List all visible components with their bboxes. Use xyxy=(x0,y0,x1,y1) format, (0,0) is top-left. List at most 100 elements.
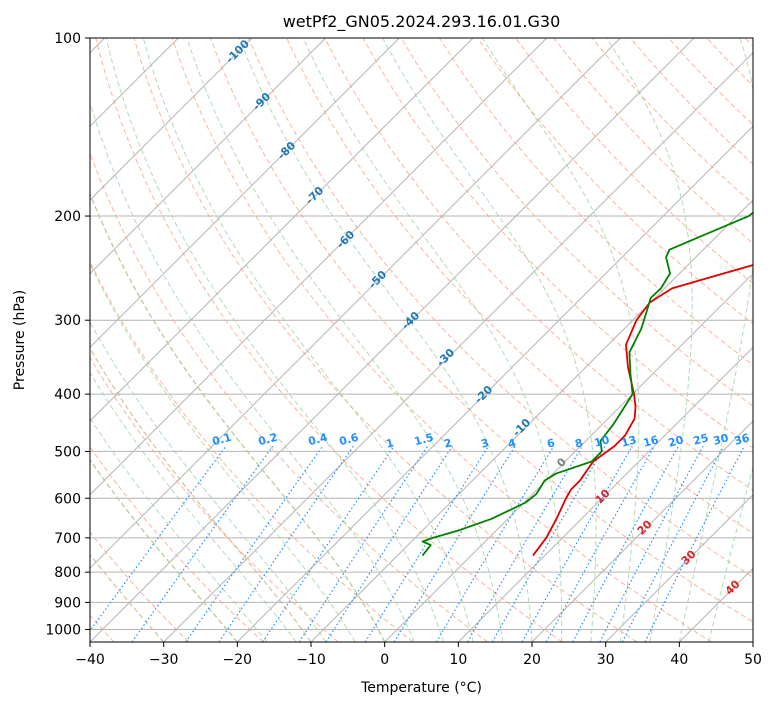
dry-adiabat-line xyxy=(133,38,638,642)
moist-adiabat-label: 0 xyxy=(554,455,569,470)
isotherm-line xyxy=(384,272,753,642)
dry-adiabat-line xyxy=(477,38,753,325)
mixing-ratio-label: 0.4 xyxy=(307,431,330,449)
isotherm-line xyxy=(90,38,474,422)
moist-adiabat-line xyxy=(142,38,474,642)
dewpoint-profile xyxy=(421,211,753,557)
dry-adiabat-line xyxy=(90,260,414,642)
mixing-ratio-line xyxy=(218,445,354,642)
x-axis-label: Temperature (°C) xyxy=(360,680,482,696)
dry-adiabat-line xyxy=(90,151,488,642)
moist-adiabat-line xyxy=(238,38,533,642)
moist-adiabat-line xyxy=(606,38,693,642)
moist-adiabat-label: 30 xyxy=(679,547,699,567)
dry-adiabat-label: -30 xyxy=(434,346,457,369)
mixing-ratio-line xyxy=(298,445,429,642)
mixing-ratio-line xyxy=(262,445,395,642)
mixing-ratio-line xyxy=(435,445,555,642)
isotherm-line xyxy=(90,38,253,201)
x-tick-label: 0 xyxy=(380,652,389,668)
x-tick-label: −20 xyxy=(223,652,253,668)
isotherm-line xyxy=(678,567,753,642)
isotherm-line xyxy=(236,125,753,642)
temperature-profile xyxy=(532,264,753,557)
moist-adiabat-line xyxy=(90,321,327,642)
isotherm-line xyxy=(90,38,327,275)
isotherm-line xyxy=(90,38,400,349)
x-tick-label: 40 xyxy=(670,652,688,668)
mixing-ratio-label: 25 xyxy=(692,431,710,448)
chart-title: wetPf2_GN05.2024.293.16.01.G30 xyxy=(283,12,561,32)
theta-e-line xyxy=(90,346,312,642)
dry-adiabat-line xyxy=(209,38,753,623)
moist-adiabat-line xyxy=(105,38,445,642)
dry-adiabat-line xyxy=(248,38,753,578)
x-tick-label: 50 xyxy=(744,652,762,668)
mixing-ratio-line xyxy=(364,445,489,642)
mixing-ratio-label: 30 xyxy=(712,431,730,448)
mixing-ratio-line xyxy=(325,445,453,642)
mixing-ratio-line xyxy=(572,445,679,642)
dry-adiabat-line xyxy=(438,38,753,366)
mixing-ratio-line xyxy=(131,445,274,642)
mixing-ratio-label: 0.6 xyxy=(338,431,361,449)
isotherm-line xyxy=(163,51,753,642)
moist-adiabat-label: 20 xyxy=(635,517,655,537)
y-tick-label: 700 xyxy=(54,531,81,547)
mixing-ratio-label: 6 xyxy=(545,436,556,451)
isotherm-line xyxy=(531,420,753,642)
dry-adiabat-line xyxy=(95,38,563,642)
dry-adiabat-line xyxy=(744,38,753,47)
mixing-ratio-label: 8 xyxy=(573,436,584,451)
isotherm-line xyxy=(90,38,548,496)
dry-adiabat-line xyxy=(706,38,753,87)
mixing-ratio-label: 36 xyxy=(733,431,751,448)
mixing-ratio-label: 1 xyxy=(384,436,395,451)
x-tick-label: −30 xyxy=(149,652,179,668)
isotherm-line xyxy=(457,346,753,642)
dry-adiabat-line xyxy=(171,38,712,642)
dry-adiabat-line xyxy=(591,38,753,205)
y-tick-label: 900 xyxy=(54,595,81,611)
x-tick-label: 20 xyxy=(523,652,541,668)
dry-adiabat-line xyxy=(90,445,264,642)
dry-adiabat-line xyxy=(90,531,190,642)
plot-frame xyxy=(89,37,754,643)
isotherm-line xyxy=(605,493,753,642)
mixing-ratio-line xyxy=(521,445,633,642)
mixing-ratio-label: 10 xyxy=(593,433,611,450)
y-tick-label: 1000 xyxy=(45,622,81,638)
moist-adiabat-line xyxy=(678,38,753,642)
moist-adiabat-line xyxy=(481,38,640,642)
mixing-ratio-line xyxy=(621,445,725,642)
mixing-ratio-line xyxy=(393,445,516,642)
dry-adiabat-line xyxy=(324,38,753,491)
isotherm-line xyxy=(90,38,695,642)
moist-adiabat-line xyxy=(382,38,597,642)
mixing-ratio-line xyxy=(545,445,655,642)
x-axis: −40 −30 −20 −10 0 10 20 30 40 50 xyxy=(75,642,762,668)
moist-adiabat-line xyxy=(186,38,504,642)
moist-adiabat-label: 40 xyxy=(723,577,743,597)
moist-adiabat-line xyxy=(90,417,268,642)
x-tick-label: −10 xyxy=(296,652,326,668)
mixing-ratio-label: 1.5 xyxy=(413,431,435,449)
y-tick-label: 400 xyxy=(54,387,81,403)
mixing-ratio-label: 0.1 xyxy=(211,431,233,449)
x-tick-label: 10 xyxy=(449,652,467,668)
mixing-ratio-line xyxy=(644,445,745,642)
moist-adiabat-line xyxy=(302,38,563,642)
mixing-ratio-label: 3 xyxy=(479,436,490,451)
dry-adiabat-line xyxy=(400,38,753,407)
plot-area: -100-90-80-70-60-50-40-30-20-100.1 0.2 0.4… xyxy=(90,38,753,642)
mixing-ratio-label: 2 xyxy=(442,436,453,451)
dry-adiabat-label: -20 xyxy=(472,383,495,406)
moist-adiabat-line xyxy=(90,192,386,642)
mixing-ratio-label: 20 xyxy=(667,433,685,450)
dry-adiabat-line xyxy=(90,356,339,642)
mixing-ratio-label: 0.2 xyxy=(257,431,279,449)
y-tick-label: 100 xyxy=(54,31,81,47)
mixing-ratio-line xyxy=(185,445,324,642)
moist-adiabat-line xyxy=(90,262,356,642)
